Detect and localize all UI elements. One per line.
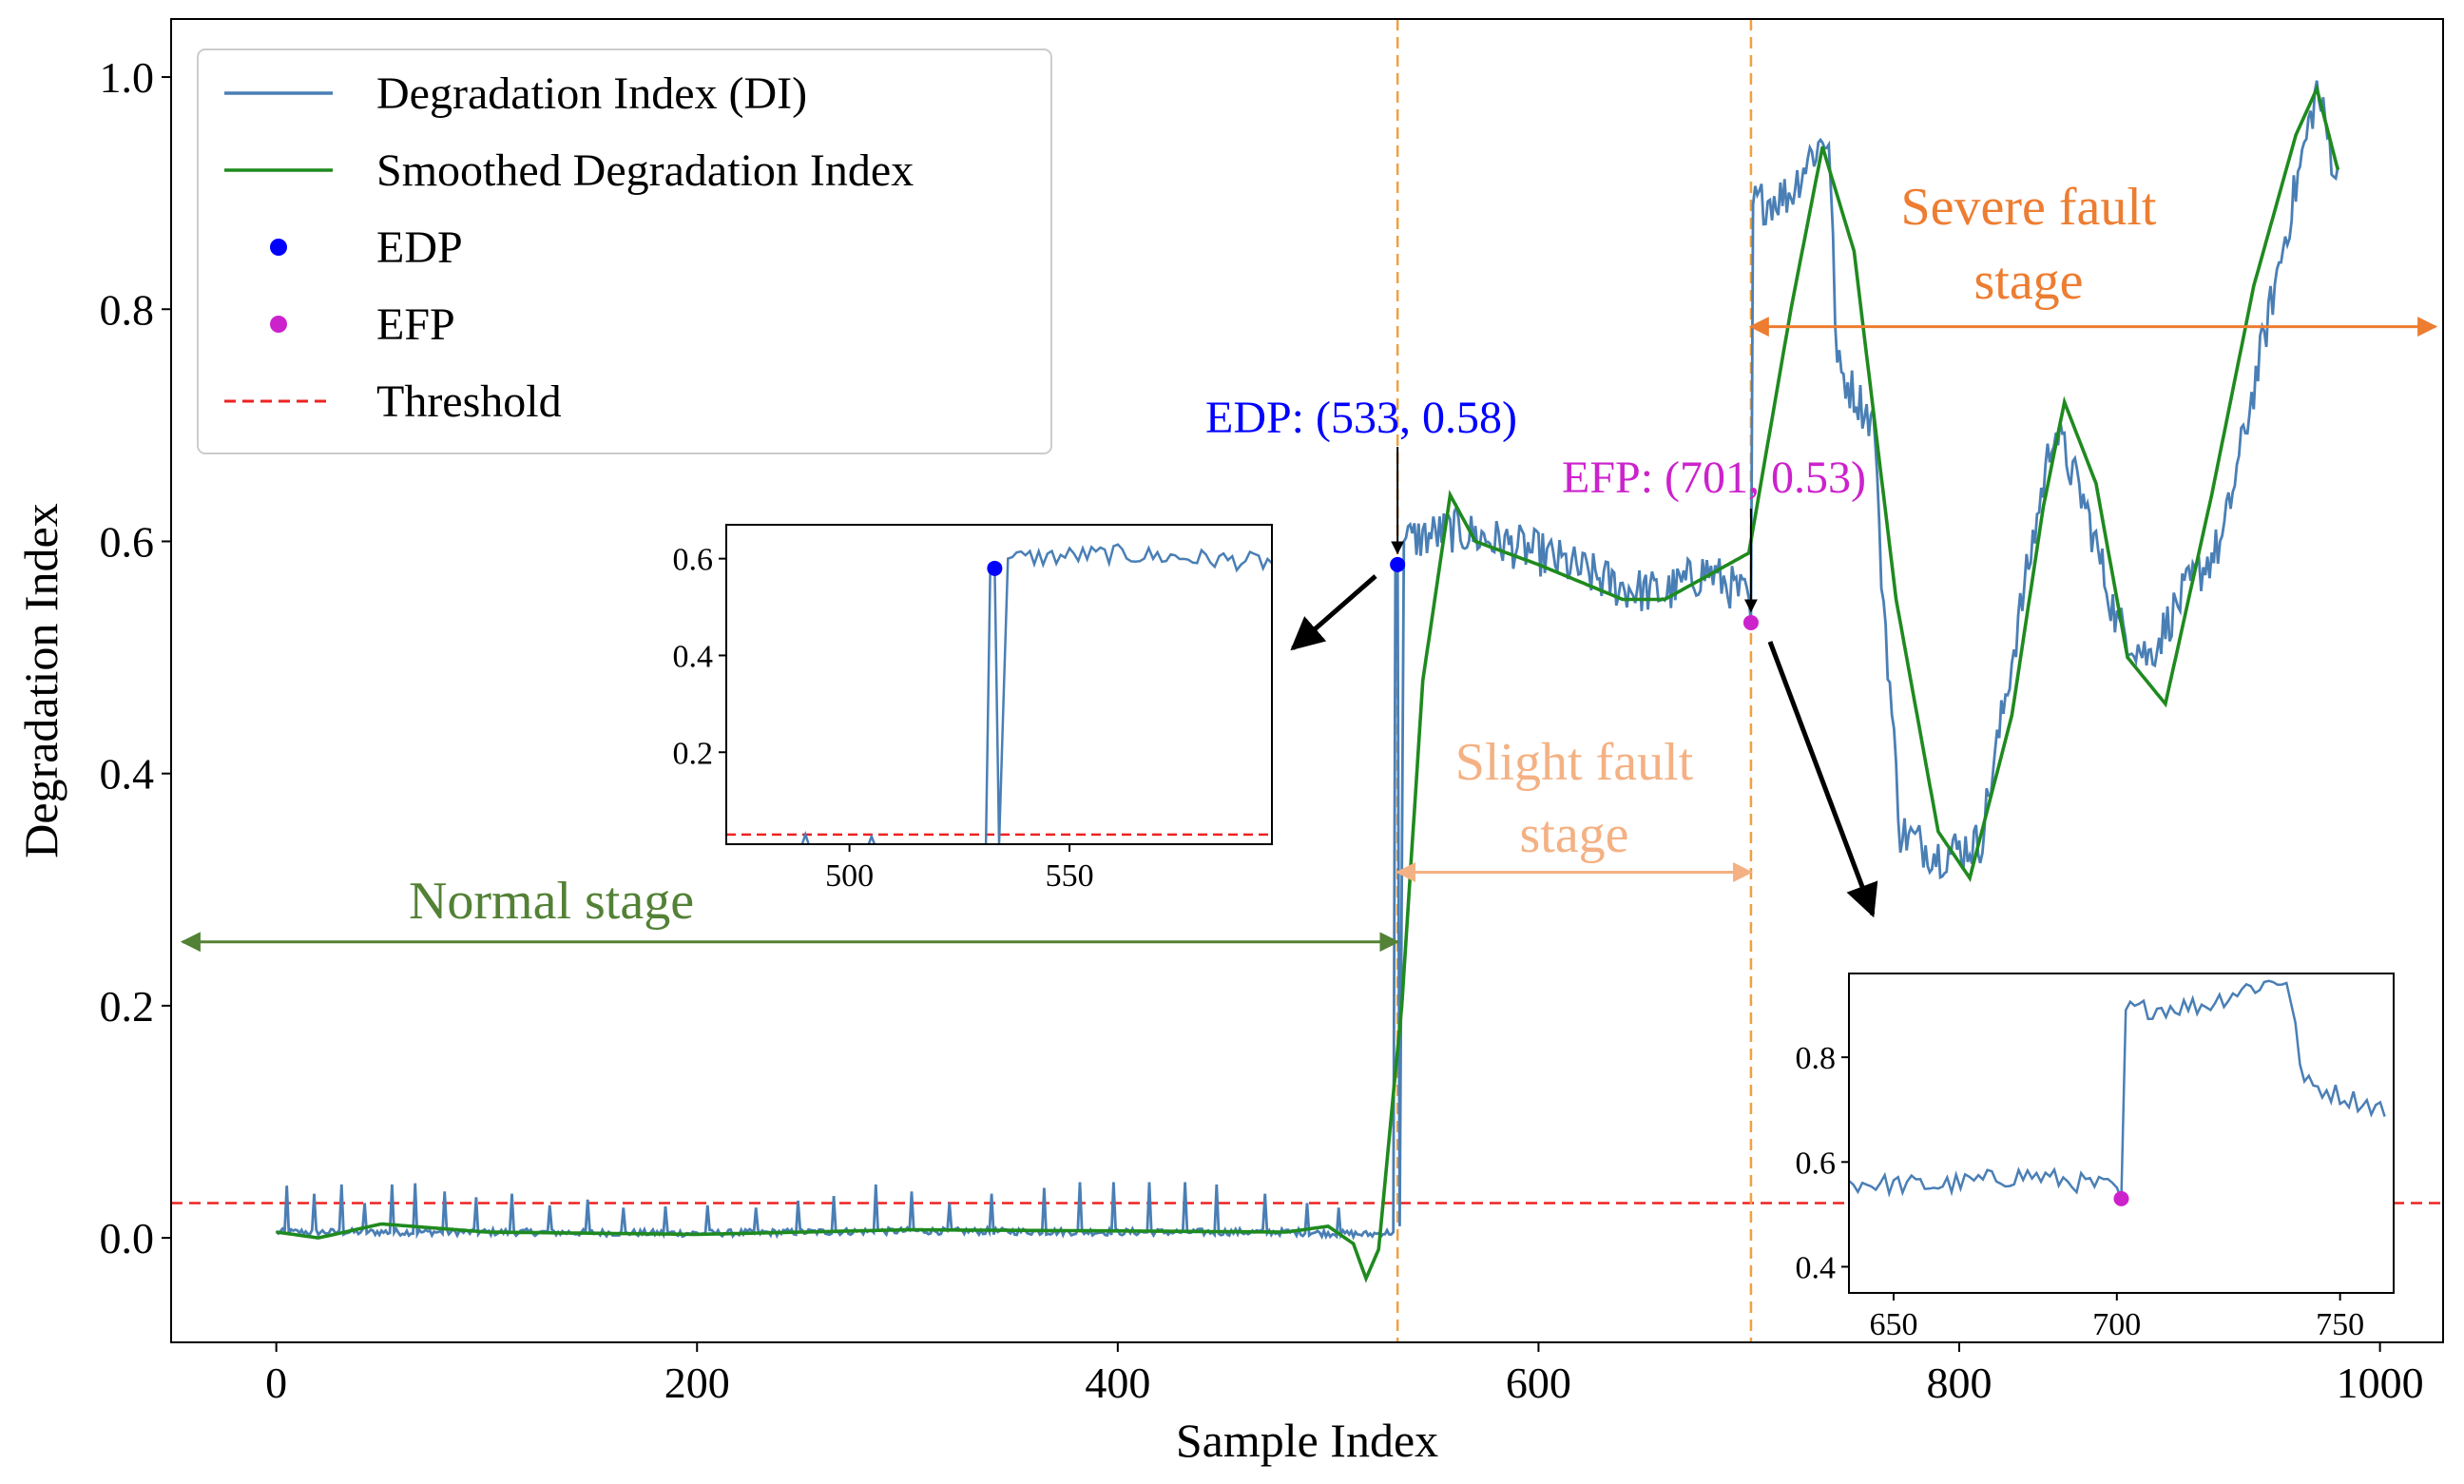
inset-efp-point [2113, 1190, 2129, 1206]
inset-y-tick-label: 0.4 [1796, 1250, 1837, 1285]
inset-y-tick-label: 0.4 [673, 639, 714, 674]
inset-y-tick-label: 0.8 [1796, 1041, 1837, 1076]
y-tick-label: 0.4 [100, 750, 155, 799]
x-tick-label: 400 [1085, 1359, 1150, 1407]
inset-x-tick-label: 550 [1046, 858, 1094, 894]
efp-callout-arrow [1767, 641, 1878, 918]
edp-label: EDP: (533, 0.58) [1205, 393, 1517, 443]
slight-stage-label-2: stage [1519, 805, 1628, 864]
normal-stage-label: Normal stage [409, 872, 694, 931]
inset-y-tick-label: 0.2 [673, 736, 714, 771]
inset-x-tick-label: 700 [2092, 1307, 2141, 1342]
inset-edp-point [987, 560, 1003, 576]
legend-label-edp: EDP [376, 222, 463, 273]
smoothed-series-line [276, 83, 2340, 1283]
inset-y-tick-label: 0.6 [673, 543, 714, 578]
inset-frame [725, 524, 1273, 845]
legend-label-threshold: Threshold [376, 376, 562, 427]
inset-di-line [1849, 979, 2386, 1200]
legend-swatch-efp [270, 316, 287, 333]
y-tick-label: 0.0 [100, 1214, 155, 1262]
inset-x-tick-label: 650 [1869, 1307, 1917, 1342]
inset-frame [1848, 973, 2395, 1294]
x-tick-label: 1000 [2337, 1359, 2424, 1407]
y-axis-label: Degradation Index [14, 503, 67, 858]
y-tick-label: 0.8 [100, 285, 155, 334]
inset-x-tick-label: 750 [2316, 1307, 2364, 1342]
insets: 500 550 0.2 0.4 0.6 650 700 750 0.4 0.6 0.8 [673, 524, 2395, 1342]
edp-point [1390, 556, 1406, 572]
x-tick-label: 200 [664, 1359, 730, 1407]
y-tick-label: 0.6 [100, 517, 155, 566]
x-tick-label: 0 [265, 1359, 287, 1407]
main-plot: 0 200 400 600 800 1000 0.0 0.2 0.4 0.6 0.8 1.0 Sampl… [14, 18, 2444, 1467]
efp-point [1742, 614, 1759, 630]
legend-label-efp: EFP [376, 299, 455, 350]
annotations: EDP: (533, 0.58) EFP: (701, 0.53) Normal s… [180, 178, 2438, 953]
legend: Degradation Index (DI) Smoothed Degradati… [197, 48, 1052, 454]
edp_inset: 500 550 0.2 0.4 0.6 [673, 524, 1273, 894]
inset-di-line [752, 543, 1272, 844]
x-tick-label: 800 [1927, 1359, 1992, 1407]
y-tick-label: 1.0 [100, 53, 155, 102]
y-tick-label: 0.2 [100, 982, 155, 1031]
efp-label: EFP: (701, 0.53) [1562, 453, 1866, 503]
efp_inset: 650 700 750 0.4 0.6 0.8 [1796, 973, 2395, 1342]
slight-stage-label-1: Slight fault [1455, 733, 1694, 792]
legend-swatch-edp [270, 239, 287, 256]
inset-background [1849, 973, 2394, 1293]
legend-box [197, 48, 1052, 454]
legend-label-di: Degradation Index (DI) [376, 68, 807, 119]
inset-y-tick-label: 0.6 [1796, 1146, 1837, 1181]
legend-label-smooth: Smoothed Degradation Index [376, 145, 914, 196]
inset-x-tick-label: 500 [825, 858, 874, 894]
plot-frame [170, 18, 2444, 1343]
severe-stage-label-2: stage [1973, 252, 2083, 311]
severe-stage-label-1: Severe fault [1901, 178, 2157, 237]
x-axis-label: Sample Index [1176, 1414, 1438, 1467]
edp-callout-arrow [1290, 574, 1377, 651]
x-tick-label: 600 [1506, 1359, 1571, 1407]
